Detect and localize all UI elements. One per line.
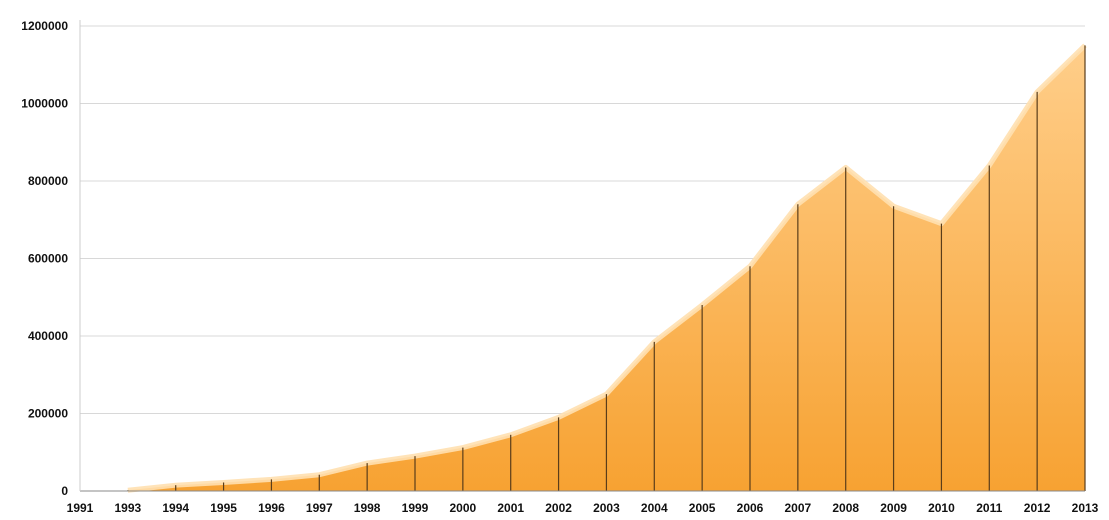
x-tick-label: 2003 xyxy=(593,501,620,515)
x-tick-label: 2011 xyxy=(976,501,1002,515)
y-tick-label: 200000 xyxy=(28,407,68,421)
x-tick-label: 2004 xyxy=(641,501,668,515)
y-tick-label: 400000 xyxy=(28,329,68,343)
x-tick-label: 2009 xyxy=(880,501,907,515)
drop-lines xyxy=(127,45,1086,491)
x-tick-label: 1995 xyxy=(210,501,237,515)
x-tick-label: 1994 xyxy=(162,501,189,515)
x-tick-label: 2005 xyxy=(689,501,716,515)
x-tick-label: 2013 xyxy=(1072,501,1099,515)
x-tick-label: 1996 xyxy=(258,501,285,515)
x-tick-label: 2001 xyxy=(497,501,524,515)
x-tick-labels: 1991 1993 1994 1995 1996 1997 1998 1999 2000 2001… xyxy=(67,501,1099,515)
y-tick-label: 800000 xyxy=(28,174,68,188)
x-tick-label: 1991 xyxy=(67,501,94,515)
y-tick-label: 1000000 xyxy=(21,97,68,111)
axes xyxy=(79,20,1085,492)
x-tick-label: 2007 xyxy=(785,501,812,515)
x-tick-label: 1997 xyxy=(306,501,333,515)
x-tick-label: 2010 xyxy=(928,501,955,515)
y-tick-label: 600000 xyxy=(28,252,68,266)
x-tick-label: 2000 xyxy=(450,501,477,515)
y-tick-labels: 0 200000 400000 600000 800000 1000000 1200000 xyxy=(21,19,68,498)
x-tick-label: 1999 xyxy=(402,501,429,515)
x-tick-label: 2008 xyxy=(832,501,859,515)
x-tick-label: 1998 xyxy=(354,501,381,515)
x-tick-label: 2012 xyxy=(1024,501,1051,515)
x-tick-label: 1993 xyxy=(115,501,142,515)
y-tick-label: 1200000 xyxy=(21,19,68,33)
x-tick-label: 2006 xyxy=(737,501,764,515)
y-tick-label: 0 xyxy=(61,484,68,498)
x-tick-label: 2002 xyxy=(545,501,572,515)
